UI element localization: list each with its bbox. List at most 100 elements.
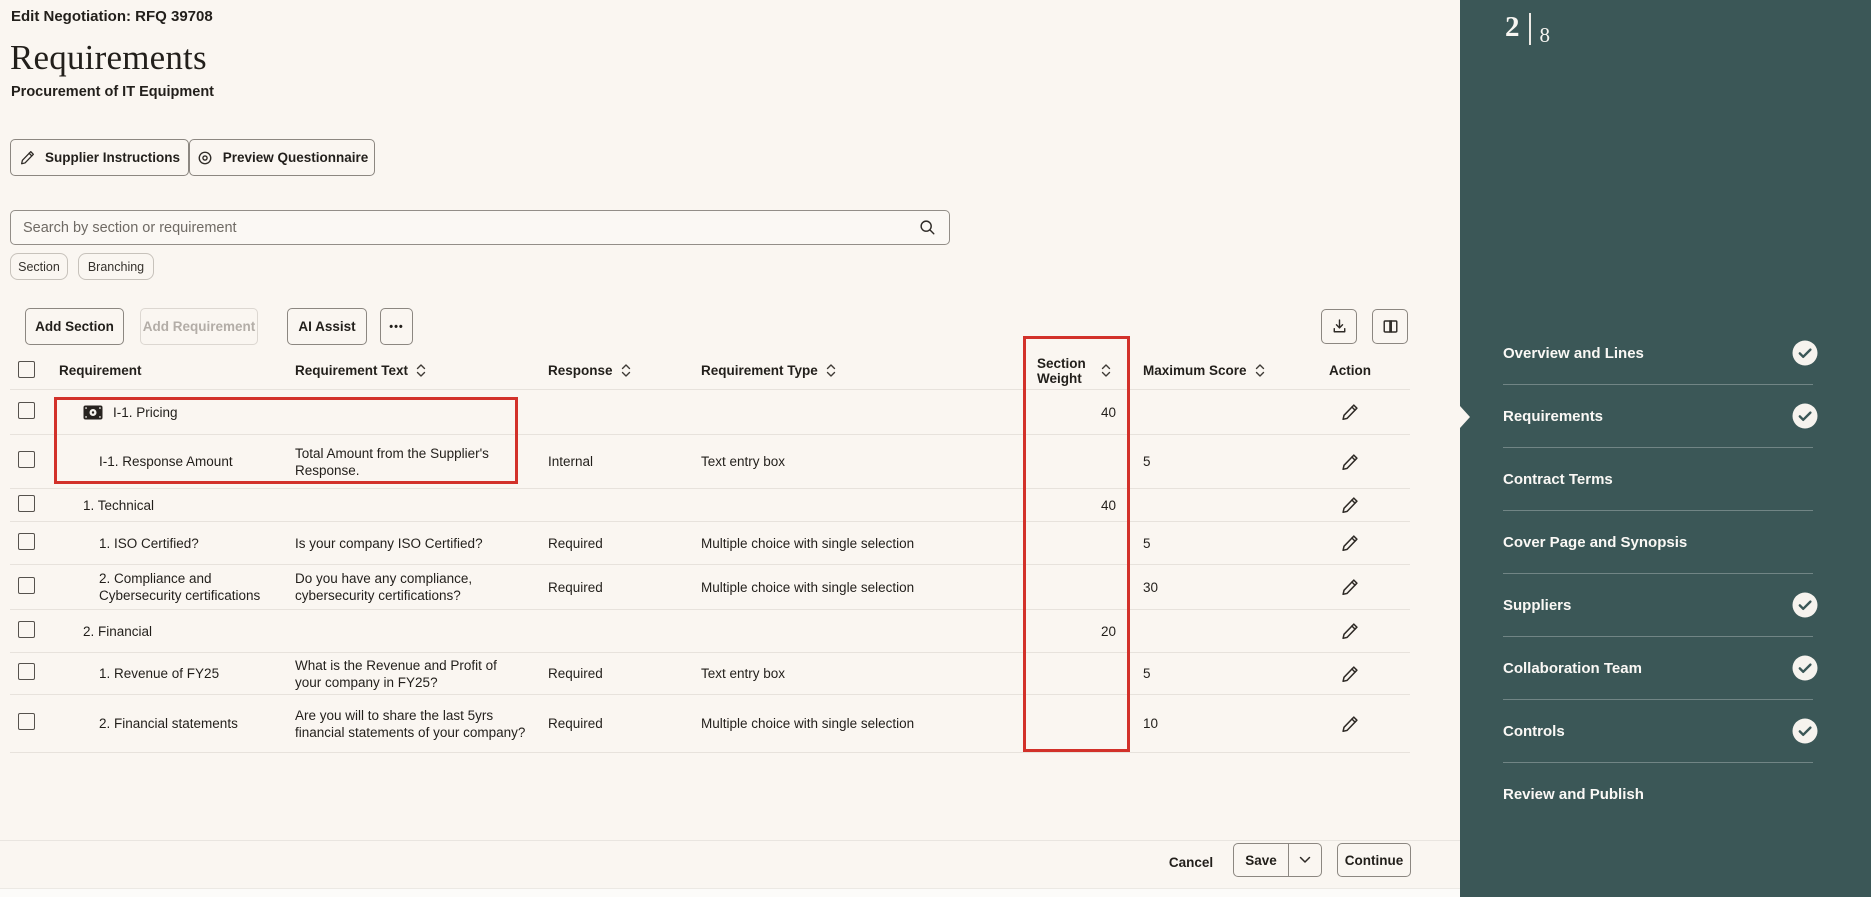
maximum-score-value: 10 [1143,716,1159,731]
breadcrumb: Edit Negotiation: RFQ 39708 [11,8,213,25]
banknote-icon [83,405,103,420]
filter-chip-section[interactable]: Section [10,253,68,280]
manage-columns-button[interactable] [1372,309,1408,344]
edit-row-button[interactable] [1340,533,1360,553]
maximum-score-value: 5 [1143,666,1151,681]
edit-row-button[interactable] [1340,402,1360,422]
table-row-requirement: 1. ISO Certified? Is your company ISO Ce… [10,522,1410,565]
save-menu-button[interactable] [1288,844,1321,876]
maximum-score-value: 30 [1143,579,1159,595]
table-row-requirement: 2. Compliance and Cybersecurity certific… [10,565,1410,610]
response-value: Required [548,579,603,595]
response-value: Required [548,666,603,681]
section-name: I-1. Pricing [113,404,178,420]
supplier-instructions-button[interactable]: Supplier Instructions [10,139,189,176]
row-checkbox[interactable] [18,663,35,680]
edit-row-button[interactable] [1340,577,1360,597]
requirement-name: 2. Financial statements [99,716,238,731]
select-all-checkbox[interactable] [18,360,35,378]
pencil-icon [1342,579,1358,596]
column-header-requirement-type: Requirement Type [698,363,1020,378]
requirement-type-value: Multiple choice with single selection [701,716,915,731]
step-cover-page-and-synopsis[interactable]: Cover Page and Synopsis [1460,511,1871,574]
sort-icon[interactable] [621,363,631,378]
page-subtitle: Procurement of IT Equipment [11,84,215,100]
pencil-icon [1342,665,1358,682]
requirements-table: Requirement Requirement Text Response Re… [10,352,1410,753]
pencil-icon [1342,715,1358,732]
add-section-button[interactable]: Add Section [25,308,124,345]
supplier-instructions-label: Supplier Instructions [44,150,180,165]
footer-divider [0,840,1460,841]
search-icon[interactable] [918,218,937,237]
row-checkbox[interactable] [18,532,35,550]
continue-button[interactable]: Continue [1337,843,1411,877]
sort-icon[interactable] [1101,363,1111,378]
completed-check-icon [1792,655,1818,681]
eye-icon [198,151,212,164]
table-row-section-technical: 1. Technical 40 [10,489,1410,522]
download-button[interactable] [1321,309,1357,344]
column-header-section-weight: Section Weight [1020,356,1132,386]
pencil-icon [20,150,34,165]
more-actions-button[interactable]: ••• [380,308,413,345]
requirement-text: Total Amount from the Supplier's Respons… [295,445,489,478]
row-checkbox[interactable] [18,401,35,419]
sort-icon[interactable] [1255,363,1265,378]
row-checkbox[interactable] [18,620,35,638]
completed-check-icon [1792,718,1818,744]
step-progress: 2 8 [1505,10,1550,47]
section-name: 2. Financial [83,623,153,639]
step-requirements[interactable]: Requirements [1460,385,1871,448]
column-header-response: Response [540,363,698,378]
ai-assist-button[interactable]: AI Assist [287,308,367,345]
sort-icon[interactable] [416,363,426,378]
edit-row-button[interactable] [1340,452,1360,472]
step-collaboration-team[interactable]: Collaboration Team [1460,637,1871,700]
cancel-button[interactable]: Cancel [1164,845,1218,879]
completed-check-icon [1792,403,1818,429]
pencil-icon [1342,623,1358,640]
row-checkbox[interactable] [18,494,35,512]
step-suppliers[interactable]: Suppliers [1460,574,1871,637]
row-checkbox[interactable] [18,713,35,730]
filter-chip-branching[interactable]: Branching [78,253,154,280]
edit-row-button[interactable] [1340,495,1360,515]
column-header-requirement-text: Requirement Text [295,363,540,378]
pencil-icon [1342,535,1358,552]
column-header-maximum-score: Maximum Score [1132,363,1290,378]
save-split-button: Save [1233,843,1322,877]
requirement-name: 1. Revenue of FY25 [99,666,220,681]
steps-sidebar: 2 8 Overview and Lines Requirements Cont… [1460,0,1871,897]
search-input[interactable] [11,219,918,236]
page-title: Requirements [10,38,207,77]
requirement-name: 1. ISO Certified? [99,535,199,551]
requirement-text: Do you have any compliance, cybersecurit… [295,571,473,603]
step-controls[interactable]: Controls [1460,700,1871,763]
requirement-name: I-1. Response Amount [99,454,233,469]
edit-row-button[interactable] [1340,664,1360,684]
requirement-text: What is the Revenue and Profit of your c… [295,657,497,690]
row-checkbox[interactable] [18,451,35,468]
step-contract-terms[interactable]: Contract Terms [1460,448,1871,511]
current-step-number: 2 [1505,11,1520,43]
step-review-and-publish[interactable]: Review and Publish [1503,786,1644,803]
column-header-requirement: Requirement [59,363,142,378]
preview-questionnaire-button[interactable]: Preview Questionnaire [189,139,375,176]
edit-row-button[interactable] [1340,714,1360,734]
response-value: Required [548,535,603,551]
table-row-requirement: I-1. Response Amount Total Amount from t… [10,435,1410,489]
section-weight-value: 20 [1100,623,1116,639]
section-weight-value: 40 [1100,404,1116,420]
step-overview-and-lines[interactable]: Overview and Lines [1460,322,1871,385]
add-requirement-button[interactable]: Add Requirement [140,308,258,345]
sort-icon[interactable] [826,363,836,378]
maximum-score-value: 5 [1143,535,1151,551]
requirement-type-value: Multiple choice with single selection [701,535,915,551]
save-button[interactable]: Save [1234,844,1288,876]
table-row-section-pricing: I-1. Pricing 40 [10,390,1410,435]
edit-row-button[interactable] [1340,621,1360,641]
row-checkbox[interactable] [18,576,35,594]
columns-icon [1383,320,1397,333]
